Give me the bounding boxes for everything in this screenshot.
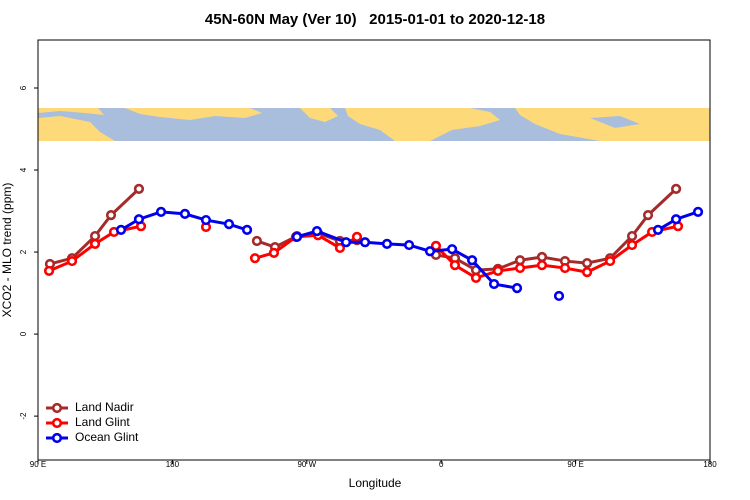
point: [251, 235, 263, 247]
point: [241, 224, 253, 236]
point: [626, 239, 638, 251]
point: [511, 283, 523, 294]
point: [200, 214, 212, 226]
point: [671, 183, 682, 194]
point: [89, 238, 101, 249]
point: [626, 230, 638, 242]
point: [581, 267, 593, 278]
point: [642, 210, 654, 221]
point: [334, 242, 346, 254]
point: [536, 251, 548, 263]
x-tick-label: 180: [703, 460, 717, 469]
point: [311, 226, 323, 237]
point: [105, 210, 117, 221]
legend-label: Land Glint: [75, 415, 130, 429]
point: [449, 260, 461, 271]
point: [514, 262, 526, 274]
point: [249, 253, 261, 264]
point: [359, 237, 371, 248]
point: [155, 206, 167, 217]
chart-title: 45N-60N May (Ver 10) 2015-01-01 to 2020-…: [205, 11, 545, 28]
x-tick-label: 90 E: [30, 460, 46, 469]
point: [381, 238, 393, 249]
y-axis-label: XCO2 - MLO trend (ppm): [0, 183, 14, 318]
point: [536, 260, 548, 271]
point: [604, 255, 616, 267]
x-tick-label: 0: [439, 460, 444, 469]
point: [268, 247, 280, 258]
plot-frame: [37, 39, 711, 461]
point: [133, 214, 145, 225]
y-tick-label: 0: [19, 331, 28, 336]
x-tick-label: 90 W: [297, 460, 316, 469]
legend-marker: [51, 402, 63, 414]
x-axis-label: Longitude: [349, 476, 402, 490]
point: [424, 246, 436, 257]
point: [403, 239, 415, 251]
x-tick-label: 90 E: [567, 460, 583, 469]
point: [692, 206, 704, 217]
point: [671, 214, 682, 225]
point: [581, 258, 593, 269]
point: [179, 208, 191, 220]
legend-label: Land Nadir: [75, 400, 134, 414]
legend-marker: [51, 417, 63, 429]
legend-marker: [51, 432, 63, 444]
point: [488, 278, 500, 290]
point: [652, 224, 664, 236]
point: [43, 265, 55, 277]
point: [223, 219, 235, 230]
point: [492, 265, 504, 277]
y-tick-label: 2: [19, 249, 28, 254]
point: [351, 231, 363, 242]
point: [470, 272, 482, 283]
point: [514, 255, 526, 266]
map-strip: [38, 108, 710, 141]
point: [115, 224, 127, 236]
y-tick-label: 4: [19, 167, 28, 172]
point: [291, 231, 303, 242]
y-tick-label: 6: [19, 85, 28, 90]
point: [133, 183, 145, 194]
point: [553, 290, 565, 302]
point: [340, 237, 352, 248]
point: [447, 244, 458, 255]
legend-label: Ocean Glint: [75, 430, 139, 444]
point: [89, 230, 101, 242]
x-tick-label: 180: [166, 460, 180, 469]
point: [66, 255, 78, 267]
y-tick-label: -2: [19, 412, 28, 420]
point: [559, 262, 571, 274]
point: [467, 255, 478, 266]
